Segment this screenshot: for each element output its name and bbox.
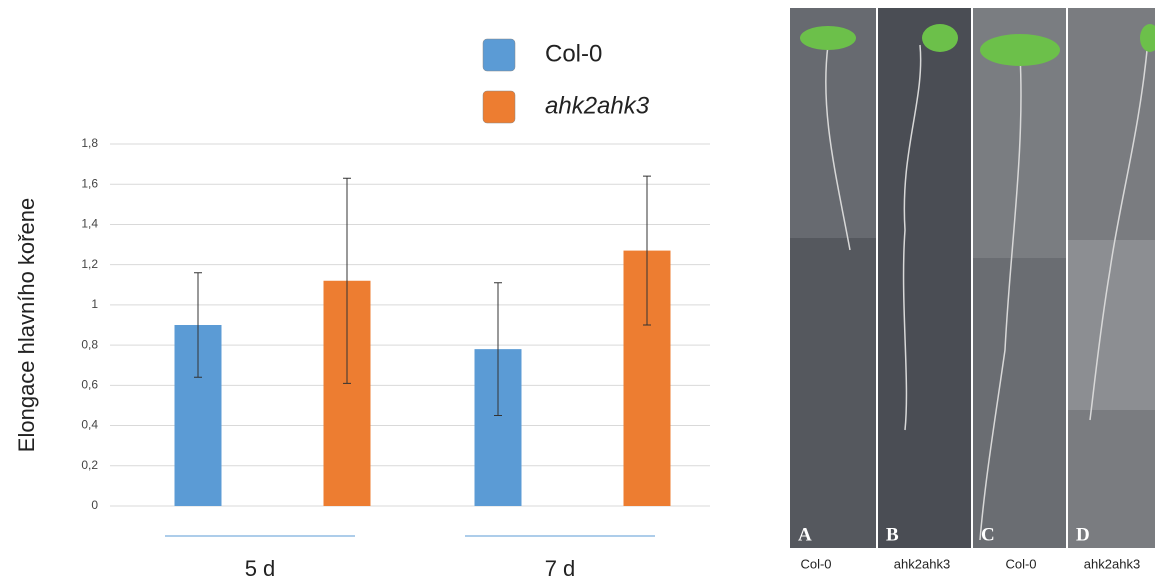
panel-letter: C bbox=[981, 524, 995, 545]
y-tick-label: 1,2 bbox=[81, 257, 98, 271]
panel-letter: A bbox=[798, 524, 812, 545]
leaf bbox=[980, 34, 1060, 66]
leaf bbox=[800, 26, 856, 50]
legend-label: Col-0 bbox=[545, 40, 602, 67]
panel-label: Col-0 bbox=[800, 556, 831, 571]
page: {"chart_data": {"type": "bar", "y_label"… bbox=[0, 0, 1155, 582]
leaf bbox=[922, 24, 958, 52]
panel-label: Col-0 bbox=[1005, 556, 1036, 571]
y-tick-label: 0,4 bbox=[81, 418, 98, 432]
panel-letter: B bbox=[886, 524, 899, 545]
panel-label: ahk2ahk3 bbox=[894, 556, 950, 571]
figure: Elongace hlavního kořene 0 0,2 0,4 0,6 0,8 1 1… bbox=[0, 0, 1155, 582]
y-axis-title: Elongace hlavního kořene bbox=[14, 198, 39, 452]
y-tick-label: 1 bbox=[91, 297, 98, 311]
legend-swatch bbox=[483, 39, 515, 71]
y-tick-label: 1,4 bbox=[81, 217, 98, 231]
legend-swatch bbox=[483, 91, 515, 123]
y-tick-label: 1,6 bbox=[81, 176, 98, 190]
y-tick-label: 0 bbox=[91, 498, 98, 512]
x-tick-label: 5 d bbox=[245, 556, 276, 581]
y-tick-label: 1,8 bbox=[81, 136, 98, 150]
photo-panel bbox=[878, 8, 971, 548]
legend-label: ahk2ahk3 bbox=[545, 92, 650, 119]
x-tick-label: 7 d bbox=[545, 556, 576, 581]
photo-glare bbox=[1068, 240, 1155, 410]
panel-letter: D bbox=[1076, 524, 1090, 545]
y-tick-label: 0,8 bbox=[81, 337, 98, 351]
y-tick-label: 0,2 bbox=[81, 458, 98, 472]
panel-label: ahk2ahk3 bbox=[1084, 556, 1140, 571]
photo-panels bbox=[790, 8, 1155, 548]
y-tick-label: 0,6 bbox=[81, 378, 98, 392]
